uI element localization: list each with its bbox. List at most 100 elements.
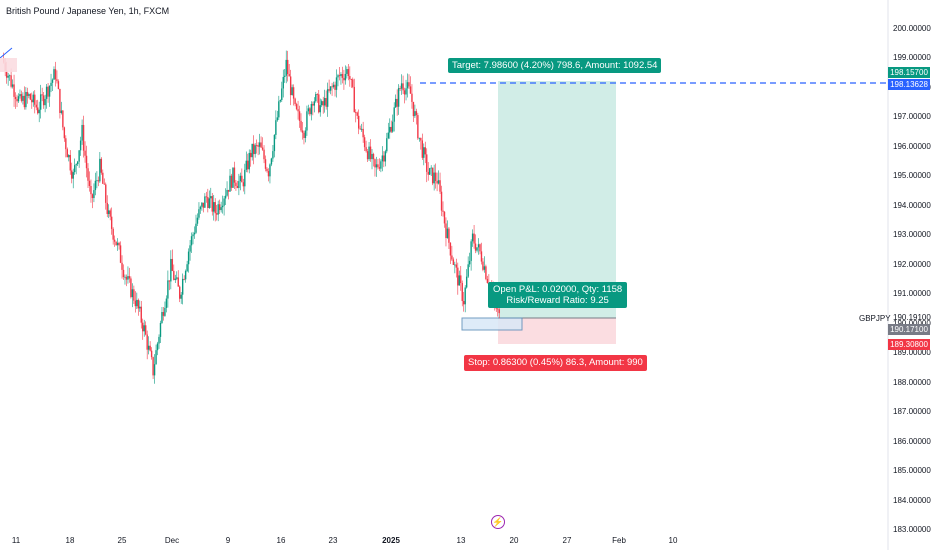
candle-body <box>460 275 462 284</box>
candle-body <box>282 76 284 89</box>
target-zone[interactable] <box>498 81 616 318</box>
candle-body <box>451 255 453 260</box>
candle-body <box>97 180 100 182</box>
candle-body <box>66 149 69 158</box>
candle-body <box>261 147 264 150</box>
candle-body <box>375 164 378 168</box>
entry-marker-box[interactable] <box>461 317 523 331</box>
candle-body <box>192 234 194 237</box>
candle-body <box>10 75 12 87</box>
candle-body <box>301 130 304 133</box>
price-axis-label: 188.00000 <box>893 377 931 387</box>
open-pnl-badge[interactable]: Open P&L: 0.02000, Qty: 1158 Risk/Reward… <box>488 282 628 308</box>
candle-body <box>180 294 182 299</box>
candle-body <box>377 164 379 168</box>
candle-body <box>442 210 444 212</box>
candle-body <box>360 128 363 130</box>
candle-body <box>446 228 449 239</box>
candle-body <box>108 210 110 214</box>
candle-body <box>294 98 296 105</box>
candle-body <box>247 160 249 170</box>
candle-body <box>176 277 178 279</box>
candle-body <box>244 169 246 187</box>
candle-body <box>454 264 456 266</box>
candle-body <box>369 146 372 160</box>
price-axis-label: 196.00000 <box>893 141 931 151</box>
candle-body <box>300 120 302 131</box>
candle-body <box>224 195 227 199</box>
candle-body <box>362 128 364 138</box>
date-axis-label: 18 <box>65 536 75 545</box>
candle-body <box>93 190 95 199</box>
lightning-icon[interactable]: ⚡ <box>491 515 505 529</box>
candle-body <box>498 309 500 314</box>
candle-body <box>29 94 32 100</box>
candle-body <box>214 202 216 214</box>
candle-body <box>79 140 82 151</box>
highlight-box <box>0 58 17 72</box>
stop-badge[interactable]: Stop: 0.86300 (0.45%) 86.3, Amount: 990 <box>464 355 647 371</box>
candle-body <box>34 94 36 105</box>
price-axis-label: 190.00000 <box>893 319 931 328</box>
candle-body <box>226 189 228 196</box>
candle-body <box>146 334 148 350</box>
candle-body <box>431 167 434 184</box>
candle-body <box>307 108 310 112</box>
candle-body <box>71 170 73 179</box>
candle-body <box>205 196 208 198</box>
candle-body <box>452 259 455 265</box>
candle-body <box>208 198 211 208</box>
date-axis-label: 9 <box>225 536 231 545</box>
candle-body <box>285 59 287 76</box>
candle-body <box>124 276 126 278</box>
candle-body <box>392 121 394 132</box>
candle-body <box>100 158 103 173</box>
candle-body <box>414 111 416 117</box>
candle-body <box>304 130 307 138</box>
candle-body <box>318 94 320 113</box>
candle-body <box>72 172 74 179</box>
target-badge[interactable]: Target: 7.98600 (4.20%) 798.6, Amount: 1… <box>448 58 662 73</box>
candle-body <box>278 101 280 118</box>
candle-body <box>288 74 290 77</box>
candle-body <box>211 196 213 212</box>
candle-body <box>170 258 172 282</box>
price-axis-label: 183.00000 <box>893 524 931 534</box>
trend-line[interactable] <box>0 47 13 59</box>
candle-body <box>346 69 348 74</box>
candle-body <box>403 90 406 95</box>
candle-body <box>390 126 392 132</box>
candle-body <box>238 181 240 188</box>
candle-body <box>103 183 105 185</box>
candle-body <box>399 88 401 89</box>
candle-body <box>485 266 487 280</box>
candle-body <box>42 95 45 106</box>
candle-body <box>121 262 123 270</box>
candle-body <box>158 336 160 344</box>
date-axis-label: Feb <box>612 536 626 545</box>
candle-body <box>69 155 71 171</box>
candle-body <box>181 278 184 295</box>
candle-body <box>269 164 271 177</box>
candle-body <box>292 87 295 99</box>
candle-body <box>102 172 104 184</box>
candle-body <box>326 89 329 107</box>
candle-body <box>276 117 279 121</box>
price-axis-label: 184.00000 <box>893 495 931 505</box>
candle-body <box>82 124 85 151</box>
candle-body <box>316 94 318 95</box>
candle-body <box>332 84 335 88</box>
candle-body <box>353 86 355 113</box>
candle-body <box>76 161 79 165</box>
price-axis-label: 186.00000 <box>893 436 931 446</box>
candle-body <box>162 312 165 316</box>
last-price-tag: 190.17100 <box>888 324 930 335</box>
candle-body <box>429 168 431 175</box>
candle-body <box>96 180 98 182</box>
candle-body <box>421 140 424 158</box>
candle-body <box>22 95 24 101</box>
candle-body <box>461 283 463 302</box>
candle-body <box>183 278 185 280</box>
